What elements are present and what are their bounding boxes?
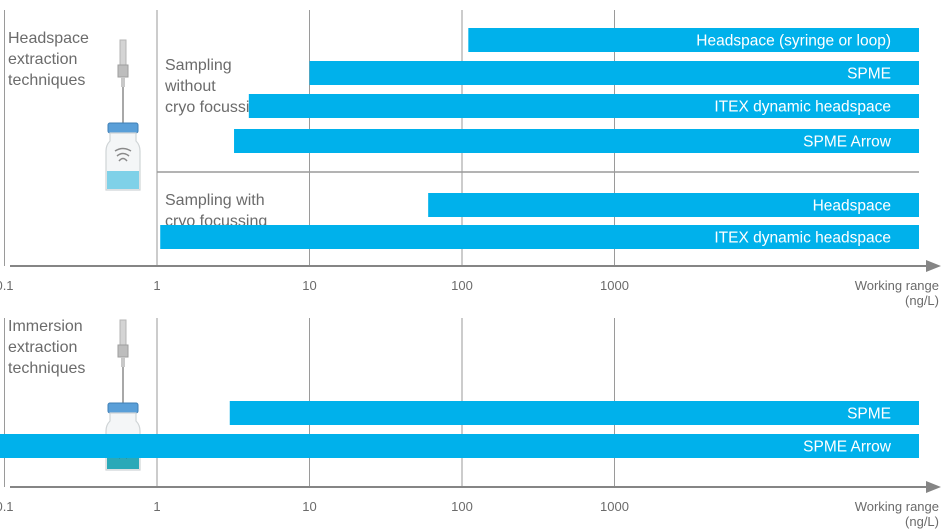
- group-label: Sampling without cryo focussing: [164, 57, 267, 116]
- range-bar: [0, 434, 920, 458]
- bar-label: SPME: [847, 406, 891, 423]
- x-axis-arrow: [926, 481, 941, 493]
- tick-label: 1: [153, 499, 160, 514]
- bar-label: Headspace: [813, 198, 891, 215]
- x-axis-arrow: [926, 260, 941, 272]
- range-bar: [229, 401, 919, 425]
- tick-label: 10: [302, 278, 316, 293]
- tick-label: 100: [451, 278, 473, 293]
- headspace-vial-icon: [105, 39, 141, 191]
- group-label: Sampling with cryo focussing: [165, 192, 267, 230]
- axis-title: Working range: [855, 499, 939, 514]
- tick-label: 1000: [600, 278, 629, 293]
- range-bar: [428, 193, 919, 217]
- bar-label: ITEX dynamic headspace: [714, 230, 891, 247]
- bar-label: ITEX dynamic headspace: [714, 99, 891, 116]
- bar-label: SPME: [847, 66, 891, 83]
- tick-label: 0.1: [0, 499, 14, 514]
- range-bar: [309, 61, 919, 85]
- range-bar: [468, 28, 919, 52]
- axis-unit: (ng/L): [905, 514, 939, 529]
- tick-label: 100: [451, 499, 473, 514]
- panel-2: 0.1 1 10 100 1000 Working range(ng/L) Immersio…: [0, 318, 941, 529]
- axis-title: Working range: [855, 278, 939, 293]
- tick-label: 1: [153, 278, 160, 293]
- axis-unit: (ng/L): [905, 293, 939, 308]
- panel-label: Headspace extraction techniques: [8, 30, 89, 89]
- range-bar: [248, 94, 919, 118]
- bar-label: SPME Arrow: [803, 134, 892, 151]
- bar-label: SPME Arrow: [803, 439, 892, 456]
- range-bar: [160, 225, 919, 249]
- range-bar: [234, 129, 919, 153]
- tick-label: 1000: [600, 499, 629, 514]
- panel-label: Immersion extraction techniques: [8, 318, 85, 377]
- bar-label: Headspace (syringe or loop): [696, 33, 891, 50]
- panel-1: 0.1 1 10 100 1000 Working range(ng/L) Headspac…: [0, 10, 941, 308]
- tick-label: 0.1: [0, 278, 14, 293]
- tick-label: 10: [302, 499, 316, 514]
